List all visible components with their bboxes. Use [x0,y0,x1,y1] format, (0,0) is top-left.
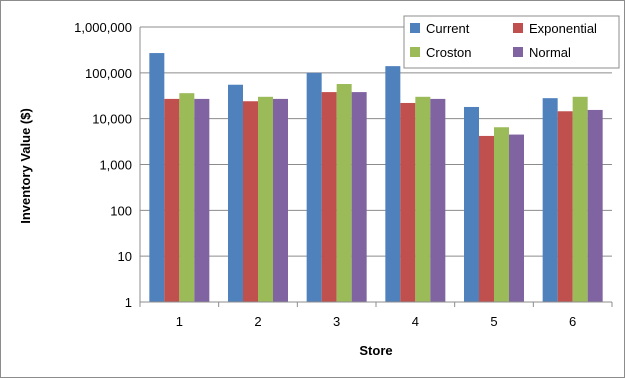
y-tick-labels: 1 10 100 1,000 10,000 100,000 1,000,000 [74,20,132,310]
legend-swatch-croston [410,47,420,57]
bar-croston-store-3 [336,84,352,302]
x-tick-label: 3 [333,314,340,329]
y-tick-label: 1,000,000 [74,20,132,35]
y-axis-title: Inventory Value ($) [18,108,33,224]
bar-normal-store-2 [273,98,288,302]
bar-exponential-store-1 [164,98,180,302]
x-tick-label: 2 [254,314,261,329]
x-tick-label: 4 [412,314,419,329]
bar-normal-store-5 [509,134,524,302]
bar-current-store-5 [464,106,479,302]
legend-box [403,15,620,69]
bar-croston-store-2 [258,96,273,302]
bar-croston-store-6 [572,96,588,302]
legend-label-normal: Normal [529,45,571,60]
bars [149,53,603,303]
bar-exponential-store-2 [243,101,258,302]
y-tick-label: 10 [118,249,132,264]
y-tick-label: 10,000 [92,112,132,127]
legend: Current Exponential Croston Normal [403,15,620,69]
bar-normal-store-6 [587,109,603,302]
x-tick-labels: 1 2 3 4 5 6 [176,314,577,329]
x-tick-label: 5 [490,314,497,329]
x-axis-title: Store [359,343,392,358]
legend-swatch-current [410,23,420,33]
y-tick-label: 100 [110,203,132,218]
bar-current-store-2 [228,84,243,303]
y-tick-label: 1 [125,295,132,310]
legend-label-exponential: Exponential [529,21,597,36]
bar-exponential-store-5 [479,135,494,302]
bar-current-store-1 [149,53,165,302]
bar-croston-store-4 [415,96,431,302]
bar-normal-store-4 [430,98,446,302]
legend-swatch-normal [513,47,523,57]
legend-label-croston: Croston [426,45,472,60]
x-tick-label: 6 [569,314,576,329]
bar-current-store-4 [385,66,401,302]
y-tick-label: 100,000 [85,66,132,81]
bar-exponential-store-4 [400,102,416,302]
bar-exponential-store-6 [557,111,573,302]
x-tick-label: 1 [176,314,183,329]
bar-croston-store-5 [494,127,509,302]
bar-exponential-store-3 [321,92,337,302]
bar-croston-store-1 [179,93,195,303]
legend-swatch-exponential [513,23,523,33]
bar-current-store-3 [306,72,322,302]
y-tick-label: 1,000 [99,158,132,173]
axes [139,27,613,307]
legend-label-current: Current [426,21,470,36]
bar-normal-store-3 [351,92,367,302]
bar-normal-store-1 [194,98,210,302]
bar-current-store-6 [542,98,558,302]
